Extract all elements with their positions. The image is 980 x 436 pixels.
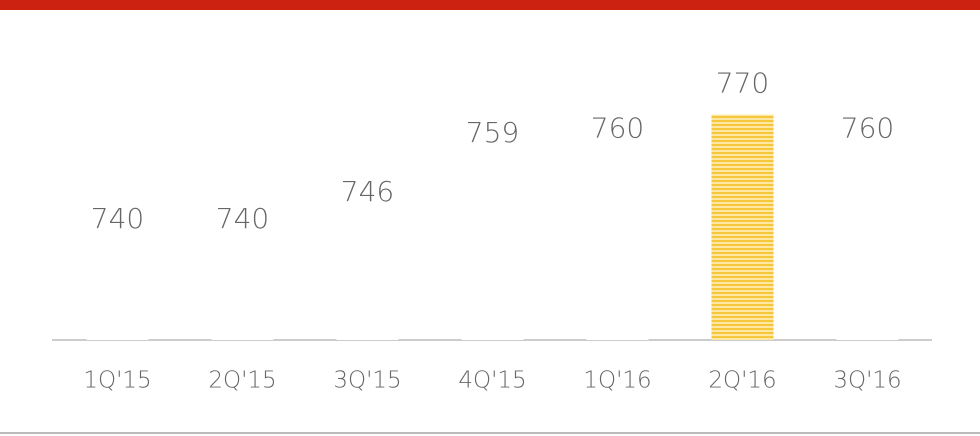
x-tick-label: 4Q'15 bbox=[458, 368, 526, 394]
x-tick-label: 2Q'15 bbox=[208, 368, 276, 394]
bar bbox=[86, 249, 149, 340]
x-tick-label: 1Q'16 bbox=[583, 368, 651, 394]
value-label: 760 bbox=[591, 112, 644, 145]
bar bbox=[586, 159, 649, 340]
x-tick-label: 3Q'16 bbox=[833, 368, 901, 394]
value-label: 746 bbox=[341, 175, 394, 208]
bar bbox=[461, 164, 524, 340]
value-label: 770 bbox=[716, 67, 769, 100]
top-banner bbox=[0, 0, 980, 10]
bar bbox=[711, 114, 774, 340]
value-label: 760 bbox=[841, 112, 894, 145]
x-tick-label: 3Q'15 bbox=[333, 368, 401, 394]
bar bbox=[211, 249, 274, 340]
value-label: 759 bbox=[466, 116, 519, 149]
value-label: 740 bbox=[91, 202, 144, 235]
x-tick-label: 1Q'15 bbox=[83, 368, 151, 394]
bar bbox=[836, 159, 899, 340]
x-tick-label: 2Q'16 bbox=[708, 368, 776, 394]
bar bbox=[336, 222, 399, 340]
value-label: 740 bbox=[216, 202, 269, 235]
